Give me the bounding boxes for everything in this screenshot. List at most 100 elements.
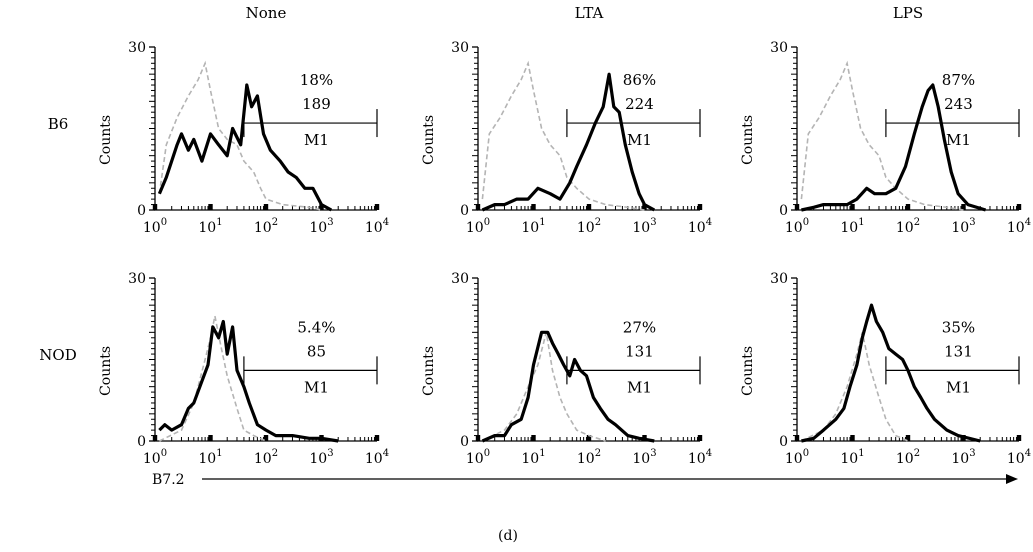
x-major-tick [152, 435, 158, 441]
stimulated-histogram [801, 303, 981, 443]
panel-nod-lps: 0 30 Counts 100 101 102 103 104 M1 35% 131 [740, 271, 1031, 467]
x-major-tick [850, 435, 855, 441]
x-major-tick [905, 204, 911, 210]
x-tick-label: 102 [577, 217, 601, 236]
x-major-tick [319, 204, 324, 210]
y-tick-label: 30 [770, 40, 788, 56]
gate-label: M1 [627, 131, 652, 149]
x-major-tick [374, 435, 380, 441]
x-tick-label: 103 [632, 448, 656, 467]
gate-percent: 35% [942, 318, 975, 336]
x-tick-label: 100 [785, 448, 809, 467]
x-tick-label: 100 [785, 217, 809, 236]
x-major-tick [961, 204, 966, 210]
y-tick-label: 0 [460, 203, 469, 219]
panel-nod-lta: 0 30 Counts 100 101 102 103 104 M1 27% 131 [421, 271, 712, 467]
x-major-tick [697, 204, 703, 210]
y-tick-label: 30 [451, 40, 469, 56]
gate-label: M1 [946, 378, 971, 396]
x-major-tick [905, 435, 911, 441]
x-major-tick [475, 204, 481, 210]
axes [477, 47, 700, 211]
x-major-tick [794, 204, 800, 210]
x-major-tick [586, 204, 592, 210]
gate-mfi: 189 [302, 95, 331, 113]
x-tick-label: 104 [365, 217, 389, 236]
x-tick-label: 102 [577, 448, 601, 467]
x-tick-label: 100 [143, 448, 167, 467]
panel-b6-lta: 0 30 Counts 100 101 102 103 104 M1 86% 224 [421, 40, 712, 236]
x-axis-arrowhead [1006, 474, 1018, 484]
x-tick-label: 104 [365, 448, 389, 467]
gate-mfi: 85 [307, 342, 326, 360]
x-tick-label: 101 [521, 448, 545, 467]
x-tick-label: 100 [466, 217, 490, 236]
axes [477, 278, 700, 442]
x-major-tick [586, 435, 592, 441]
x-major-tick [208, 435, 213, 441]
row-label-b6: B6 [48, 115, 69, 133]
gate-mfi: 131 [625, 342, 654, 360]
x-major-tick [263, 435, 269, 441]
x-major-tick [850, 204, 855, 210]
control-histogram [158, 60, 322, 211]
x-tick-label: 102 [254, 217, 278, 236]
gate-mfi: 243 [944, 95, 973, 113]
axes [154, 278, 377, 442]
y-axis-label: Counts [421, 346, 437, 396]
x-tick-label: 101 [198, 448, 222, 467]
gate-label: M1 [946, 131, 971, 149]
column-title-none: None [246, 4, 287, 22]
x-tick-label: 102 [896, 217, 920, 236]
stimulated-histogram [801, 83, 987, 212]
control-histogram [482, 332, 606, 442]
gate-label: M1 [627, 378, 652, 396]
panel-nod-none: 0 30 Counts 100 101 102 103 104 M1 5.4% 85 [98, 271, 389, 467]
x-tick-label: 104 [688, 448, 712, 467]
gate-label: M1 [304, 131, 329, 149]
y-axis-label: Counts [98, 115, 114, 165]
x-tick-label: 104 [1007, 217, 1031, 236]
axes [796, 47, 1019, 211]
y-axis-label: Counts [740, 346, 756, 396]
gate-percent: 18% [300, 71, 333, 89]
gate-percent: 87% [942, 71, 975, 89]
gate-mfi: 224 [625, 95, 654, 113]
y-tick-label: 0 [137, 434, 146, 450]
y-tick-label: 30 [128, 40, 146, 56]
x-tick-label: 101 [198, 217, 222, 236]
control-histogram [159, 315, 267, 442]
panel-grid: None LTA LPS B6 NOD 0 30 Counts 100 101 102 103 104 M… [39, 4, 1031, 467]
stimulated-histogram [158, 319, 339, 443]
stimulated-histogram [481, 72, 656, 212]
axes [154, 47, 377, 211]
x-major-tick [531, 204, 536, 210]
panel-b6-none: 0 30 Counts 100 101 102 103 104 M1 18% 189 [98, 40, 389, 236]
gate-percent: 5.4% [297, 318, 335, 336]
x-major-tick [1016, 204, 1022, 210]
x-major-tick [263, 204, 269, 210]
x-tick-label: 102 [896, 448, 920, 467]
x-axis-label: B7.2 [152, 472, 185, 488]
stimulated-histogram [481, 330, 655, 443]
x-tick-label: 104 [688, 217, 712, 236]
control-histogram [481, 60, 645, 211]
y-tick-label: 0 [779, 434, 788, 450]
x-major-tick [794, 435, 800, 441]
x-major-tick [152, 204, 158, 210]
panel-b6-lps: 0 30 Counts 100 101 102 103 104 M1 87% 243 [740, 40, 1031, 236]
y-axis-label: Counts [740, 115, 756, 165]
control-histogram [800, 60, 964, 211]
gate-percent: 27% [623, 318, 656, 336]
y-axis-label: Counts [421, 115, 437, 165]
x-tick-label: 103 [951, 448, 975, 467]
y-tick-label: 0 [460, 434, 469, 450]
row-label-nod: NOD [39, 346, 76, 364]
y-tick-label: 30 [770, 271, 788, 287]
control-histogram [801, 332, 909, 442]
x-tick-label: 101 [521, 217, 545, 236]
x-tick-label: 103 [309, 217, 333, 236]
y-tick-label: 0 [137, 203, 146, 219]
x-tick-label: 100 [143, 217, 167, 236]
x-major-tick [475, 435, 481, 441]
